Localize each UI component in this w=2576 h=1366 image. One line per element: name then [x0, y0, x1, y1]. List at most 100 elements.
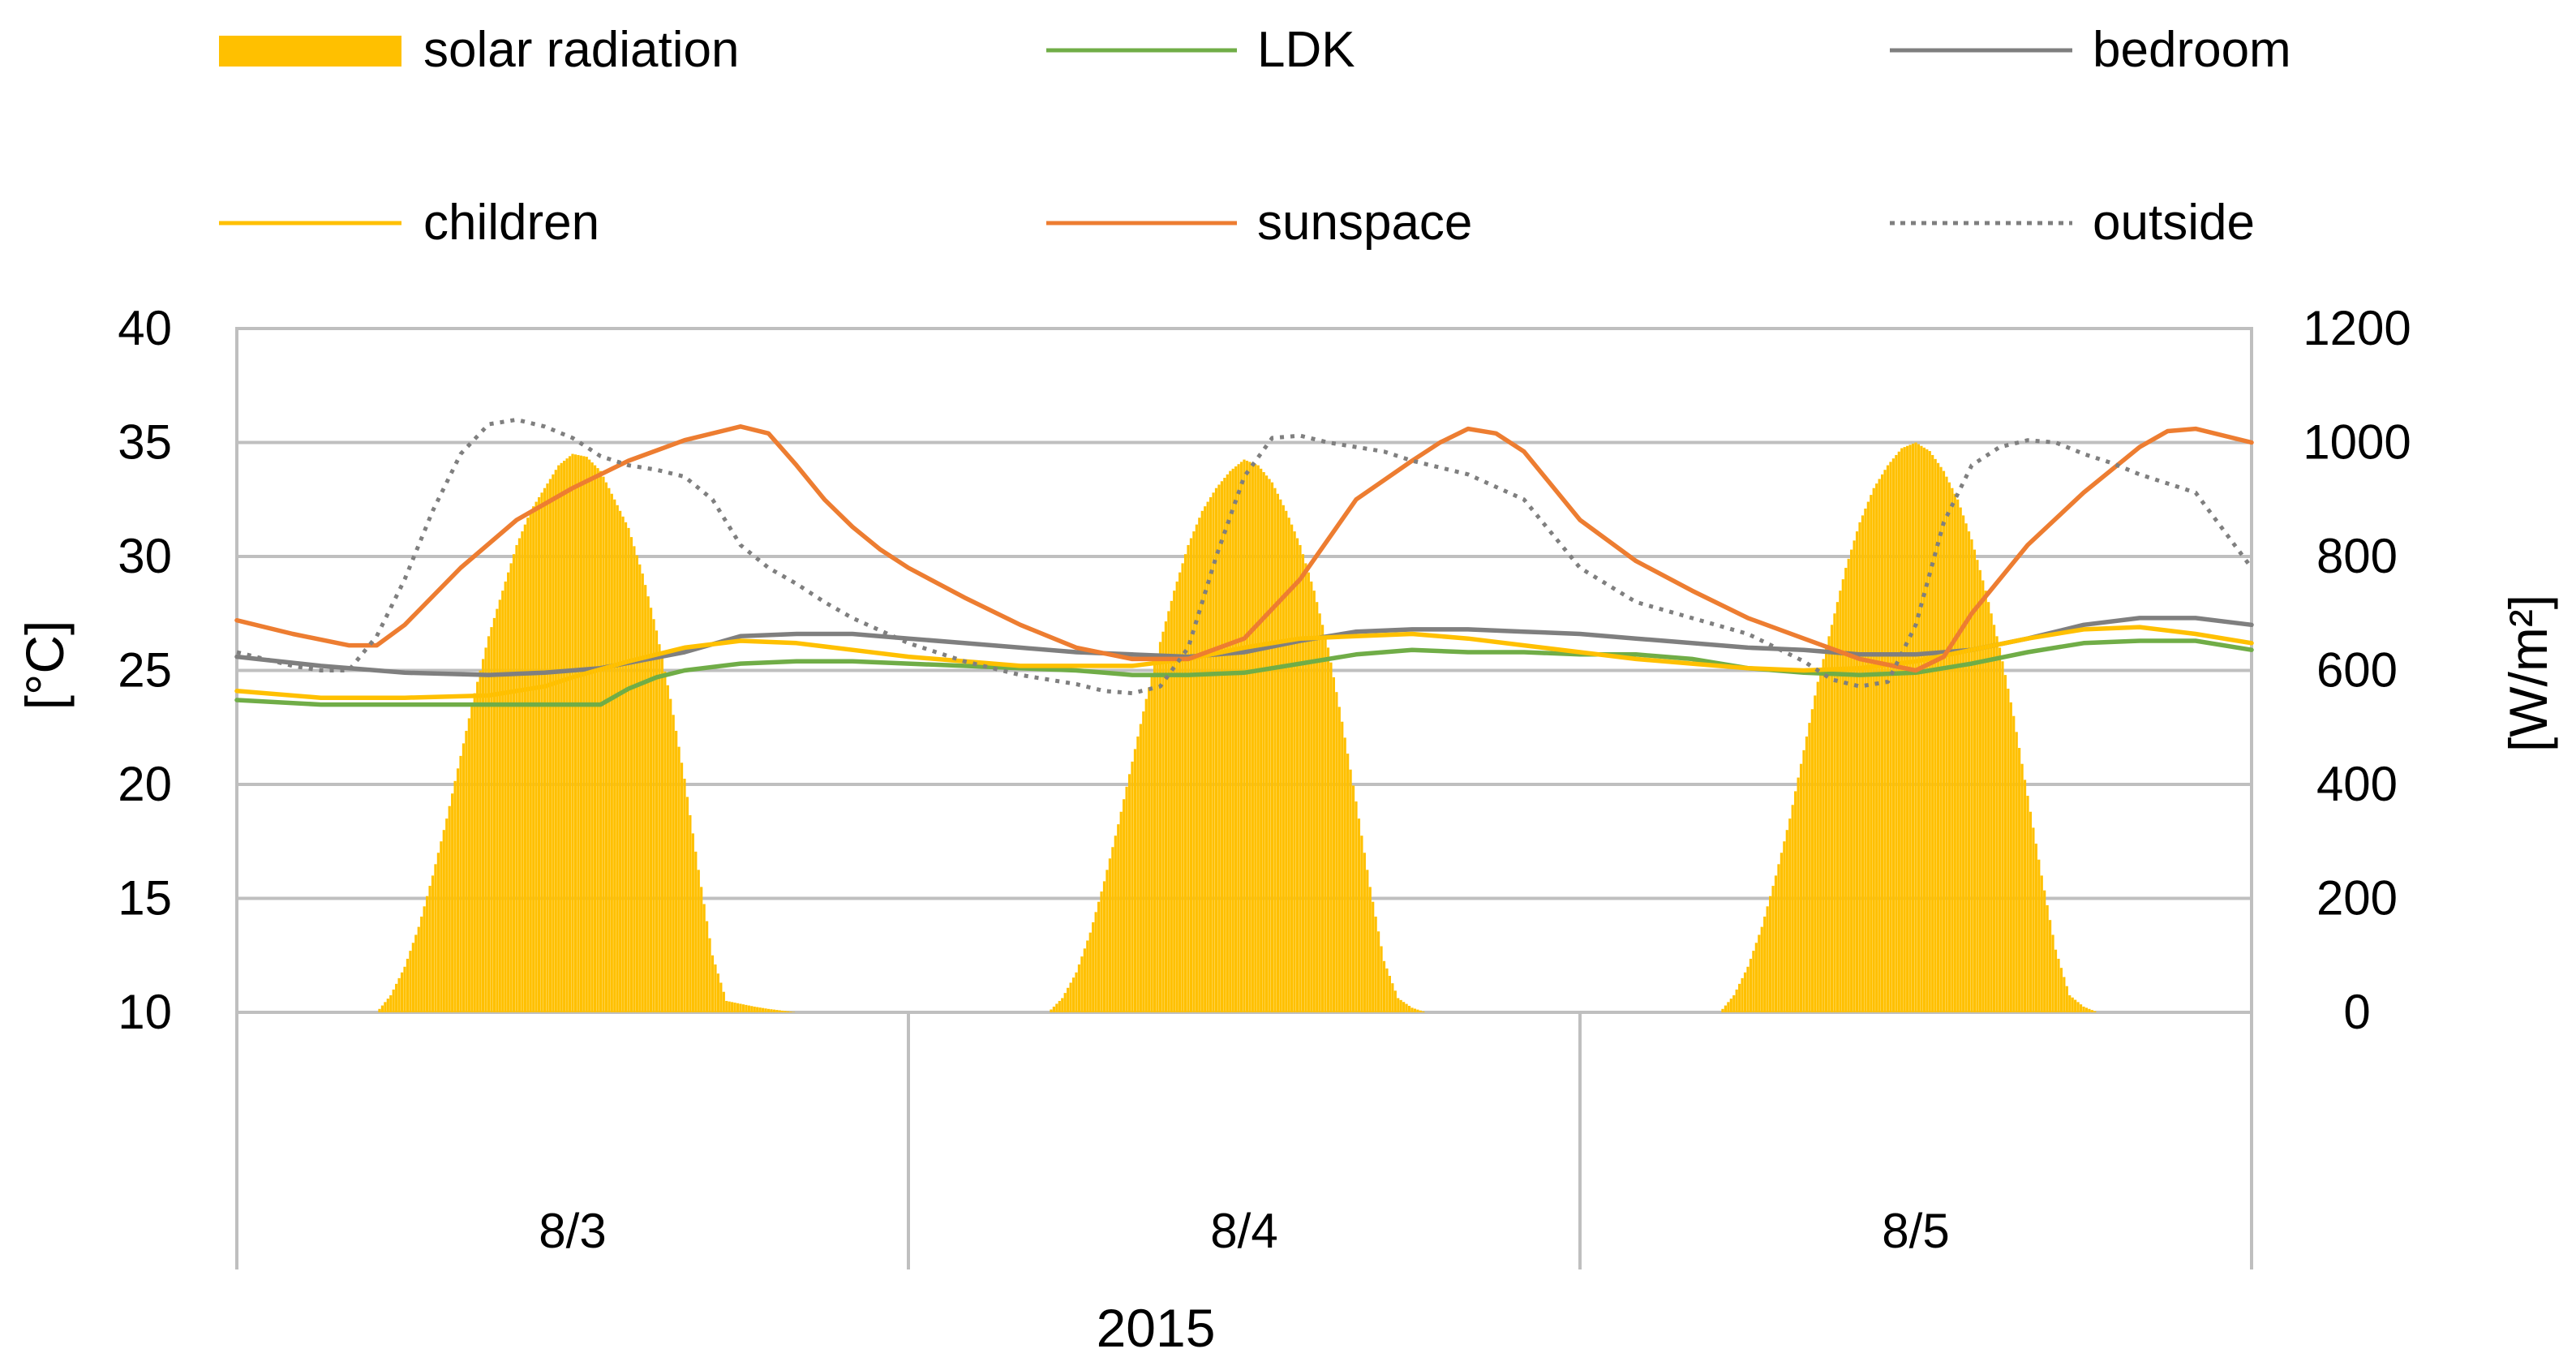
solar-radiation-bar — [1410, 1007, 1414, 1012]
solar-radiation-bar — [1071, 977, 1075, 1012]
solar-radiation-bar — [1295, 538, 1299, 1012]
solar-radiation-bar — [392, 989, 395, 1012]
solar-radiation-bar — [571, 453, 574, 1012]
solar-radiation-bar — [1239, 462, 1243, 1012]
solar-radiation-bar — [1312, 591, 1316, 1012]
solar-radiation-bar — [766, 1008, 771, 1012]
solar-radiation-bar — [1366, 870, 1369, 1012]
solar-radiation-bar — [1299, 544, 1302, 1012]
solar-radiation-bar — [1881, 474, 1884, 1012]
solar-radiation-bar — [1810, 709, 1814, 1012]
solar-radiation-bar — [669, 698, 672, 1012]
solar-radiation-bar — [1268, 479, 1271, 1012]
solar-radiation-bar — [1265, 475, 1269, 1012]
solar-radiation-bar — [1357, 818, 1361, 1012]
solar-radiation-bar — [731, 1002, 734, 1012]
legend-label-outside: outside — [2093, 195, 2255, 251]
solar-radiation-bar — [2001, 661, 2004, 1012]
solar-radiation-bar — [1262, 472, 1265, 1012]
solar-radiation-bar — [599, 470, 603, 1012]
solar-radiation-bar — [1144, 698, 1148, 1012]
solar-radiation-bar — [2071, 997, 2074, 1012]
solar-radiation-bar — [1108, 858, 1111, 1012]
y-tick-label-right: 1200 — [2303, 301, 2411, 355]
solar-radiation-bar — [1827, 636, 1831, 1012]
solar-radiation-bar — [725, 1000, 728, 1012]
solar-radiation-bar — [1922, 447, 1926, 1012]
solar-radiation-bar — [434, 864, 437, 1012]
solar-radiation-bar — [378, 1008, 381, 1012]
solar-radiation-bar — [1094, 912, 1097, 1012]
solar-radiation-bar — [1878, 479, 1881, 1012]
solar-radiation-bar — [1363, 853, 1366, 1012]
solar-radiation-bar — [1245, 460, 1249, 1012]
solar-radiation-bar — [1153, 664, 1157, 1012]
legend-label-sunspace: sunspace — [1257, 195, 1472, 251]
solar-radiation-bar — [1987, 602, 1990, 1012]
solar-radiation-bar — [2012, 715, 2016, 1012]
solar-radiation-bar — [1870, 495, 1873, 1012]
solar-radiation-bar — [526, 518, 530, 1012]
series-line-outside — [236, 417, 2254, 696]
solar-radiation-bar — [652, 619, 655, 1012]
solar-radiation-bar — [1959, 507, 1962, 1012]
solar-radiation-bar — [2054, 949, 2058, 1012]
solar-radiation-bar — [1164, 621, 1167, 1012]
solar-radiation-bar — [1855, 531, 1859, 1012]
solar-radiation-bar — [1106, 870, 1109, 1012]
solar-radiation-bar — [1237, 464, 1240, 1012]
solar-radiation-bar — [644, 585, 647, 1012]
solar-radiation-bar — [1875, 483, 1878, 1012]
solar-radiation-bar — [1189, 538, 1193, 1012]
solar-radiation-bar — [672, 715, 675, 1012]
y-tick-label-left: 20 — [118, 757, 172, 811]
solar-radiation-bar — [515, 544, 518, 1012]
solar-radiation-bar — [445, 818, 449, 1012]
solar-radiation-bar — [1279, 499, 1282, 1012]
solar-radiation-bar — [1377, 931, 1380, 1012]
solar-radiation-bar — [1825, 647, 1828, 1012]
solar-radiation-bar — [523, 524, 526, 1012]
solar-radiation-bar — [1951, 488, 1954, 1012]
y-tick-label-right: 400 — [2316, 757, 2398, 811]
solar-radiation-bar — [1077, 964, 1081, 1012]
solar-radiation-bar — [1866, 501, 1870, 1012]
solar-radiation-bar — [778, 1010, 781, 1012]
solar-radiation-bar — [1173, 591, 1176, 1012]
solar-radiation-bar — [1738, 983, 1741, 1012]
solar-radiation-bar — [423, 906, 426, 1012]
solar-radiation-bar — [1822, 659, 1825, 1012]
solar-radiation-bar — [1847, 558, 1850, 1012]
solar-radiation-bar — [1117, 824, 1120, 1012]
solar-radiation-bar — [467, 718, 470, 1012]
solar-radiation-bar — [714, 964, 717, 1012]
x-category-label: 8/3 — [539, 1204, 606, 1258]
solar-radiation-bar — [739, 1003, 742, 1012]
solar-radiation-bar — [1920, 445, 1923, 1012]
solar-radiation-bar — [1175, 581, 1179, 1012]
solar-radiation-bar — [1260, 468, 1263, 1012]
solar-radiation-bar — [610, 493, 613, 1012]
solar-radiation-bar — [666, 685, 669, 1012]
solar-radiation-bar — [1385, 968, 1389, 1012]
solar-radiation-bar — [1270, 482, 1274, 1012]
solar-radiation-bar — [733, 1003, 736, 1012]
solar-radiation-bar — [1995, 636, 1999, 1012]
solar-radiation-bar — [1285, 510, 1288, 1012]
solar-radiation-bar — [2057, 958, 2060, 1012]
solar-radiation-bar — [1083, 948, 1086, 1012]
solar-radiation-bar — [1282, 505, 1285, 1012]
solar-radiation-bar — [1254, 464, 1257, 1012]
y-tick-label-right: 0 — [2343, 985, 2370, 1039]
solar-radiation-bar — [1125, 786, 1128, 1012]
solar-radiation-bar — [641, 573, 644, 1012]
solar-radiation-bar — [1332, 677, 1335, 1012]
solar-radiation-bar — [552, 474, 555, 1012]
solar-radiation-bar — [604, 482, 608, 1012]
solar-radiation-bar — [1769, 896, 1772, 1012]
solar-radiation-bar — [1293, 531, 1296, 1012]
solar-radiation-bar — [487, 636, 491, 1012]
solar-radiation-bar — [1942, 470, 1946, 1012]
